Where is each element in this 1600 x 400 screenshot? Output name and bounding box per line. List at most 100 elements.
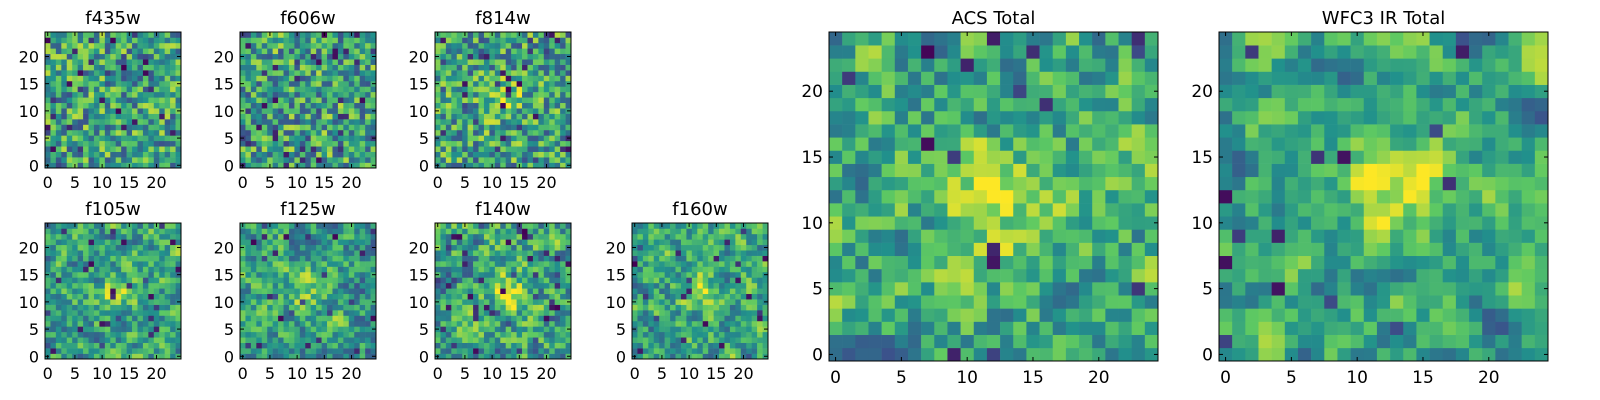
heatmap-cell [713, 348, 720, 354]
heatmap-cell [267, 108, 273, 114]
heatmap-cell [50, 250, 57, 256]
heatmap-cell [532, 250, 539, 256]
heatmap-cell [93, 282, 100, 289]
heatmap-cell [305, 86, 312, 93]
heatmap-cell [348, 299, 355, 305]
heatmap-cell [702, 271, 709, 278]
heatmap-cell [61, 53, 68, 60]
heatmap-cell [288, 271, 295, 278]
heatmap-cell [907, 216, 922, 230]
heatmap-cell [72, 310, 78, 316]
heatmap-cell [278, 86, 284, 93]
heatmap-cell [327, 223, 333, 229]
heatmap-cell [702, 315, 709, 322]
heatmap-cell [708, 337, 714, 343]
heatmap-cell [305, 48, 312, 55]
heatmap-cell [50, 102, 57, 109]
heatmap-cell [500, 59, 507, 65]
heatmap-cell [55, 342, 62, 349]
heatmap-cell [153, 282, 160, 289]
heatmap-cell [532, 80, 539, 87]
heatmap-cell [348, 228, 355, 235]
heatmap-cell [456, 135, 463, 142]
heatmap-cell [159, 342, 165, 349]
heatmap-cell [1092, 176, 1106, 191]
heatmap-cell [370, 91, 377, 98]
heatmap-cell [505, 59, 512, 65]
heatmap-cell [99, 228, 106, 235]
heatmap-cell [894, 295, 909, 309]
heatmap-cell [757, 288, 763, 295]
heatmap-cell [288, 310, 295, 316]
heatmap-cell [451, 299, 458, 305]
heatmap-cell [538, 255, 545, 262]
heatmap-cell [142, 108, 149, 114]
heatmap-cell [164, 80, 171, 87]
heatmap-cell [489, 140, 496, 147]
heatmap-cell [148, 271, 155, 278]
heatmap-cell [337, 304, 344, 311]
heatmap-cell [719, 239, 725, 246]
heatmap-cell [1026, 295, 1040, 309]
heatmap-cell [83, 108, 89, 114]
heatmap-cell [445, 146, 452, 152]
heatmap-cell [115, 157, 122, 163]
heatmap-cell [83, 146, 89, 152]
heatmap-cell [148, 348, 155, 354]
heatmap-cell [321, 37, 328, 44]
heatmap-cell [751, 353, 758, 360]
heatmap-cell [549, 288, 555, 295]
heatmap-cell [88, 342, 95, 349]
heatmap-cell [451, 239, 458, 246]
heatmap-cell [83, 304, 89, 311]
heatmap-cell [637, 293, 644, 300]
heatmap-cell [153, 135, 160, 142]
heatmap-cell [456, 108, 463, 114]
heatmap-cell [305, 151, 312, 158]
heatmap-cell [278, 288, 284, 295]
heatmap-cell [370, 140, 377, 147]
heatmap-cell [332, 304, 339, 311]
heatmap-cell [359, 42, 366, 49]
heatmap-cell [445, 261, 452, 267]
heatmap-cell [359, 140, 366, 147]
heatmap-cell [45, 102, 51, 109]
heatmap-cell [267, 228, 273, 235]
heatmap-cell [370, 37, 377, 44]
heatmap-cell [462, 119, 468, 125]
heatmap-cell [642, 353, 649, 360]
heatmap-cell [500, 135, 507, 142]
heatmap-cell [554, 271, 561, 278]
heatmap-cell [664, 261, 671, 267]
heatmap-cell [115, 64, 122, 71]
heatmap-cell [456, 315, 463, 322]
heatmap-cell [148, 342, 155, 349]
heatmap-cell [483, 146, 490, 152]
heatmap-cell [283, 326, 290, 333]
heatmap-cell [560, 228, 566, 235]
heatmap-cell [72, 304, 78, 311]
heatmap-cell [327, 151, 333, 158]
heatmap-cell [77, 255, 84, 262]
heatmap-cell [316, 310, 322, 316]
heatmap-cell [522, 53, 528, 60]
heatmap-cell [310, 42, 317, 49]
heatmap-cell [947, 308, 961, 322]
heatmap-cell [72, 140, 78, 147]
heatmap-cell [45, 228, 51, 235]
heatmap-cell [637, 250, 644, 256]
heatmap-cell [305, 244, 312, 251]
heatmap-cell [708, 315, 714, 322]
heatmap-cell [675, 331, 682, 338]
heatmap-cell [467, 299, 474, 305]
heatmap-cell [435, 261, 441, 267]
heatmap-cell [354, 59, 360, 65]
heatmap-cell [527, 157, 534, 163]
heatmap-cell [489, 124, 496, 131]
heatmap-cell [740, 266, 747, 273]
heatmap-cell [729, 337, 736, 343]
heatmap-cell [66, 135, 73, 142]
heatmap-cell [1118, 203, 1132, 217]
heatmap-cell [554, 75, 561, 82]
